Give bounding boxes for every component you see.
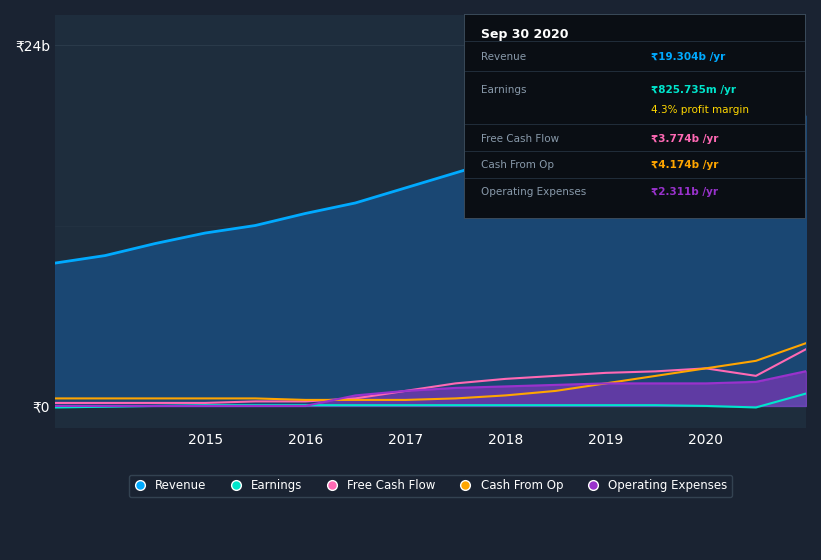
Text: ₹19.304b /yr: ₹19.304b /yr bbox=[651, 52, 726, 62]
Text: 4.3% profit margin: 4.3% profit margin bbox=[651, 105, 750, 115]
Legend: Revenue, Earnings, Free Cash Flow, Cash From Op, Operating Expenses: Revenue, Earnings, Free Cash Flow, Cash … bbox=[129, 474, 732, 497]
Text: ₹825.735m /yr: ₹825.735m /yr bbox=[651, 85, 736, 95]
Text: ₹4.174b /yr: ₹4.174b /yr bbox=[651, 160, 718, 170]
Text: Earnings: Earnings bbox=[481, 85, 526, 95]
Text: Revenue: Revenue bbox=[481, 52, 526, 62]
Text: Sep 30 2020: Sep 30 2020 bbox=[481, 29, 568, 41]
Text: ₹3.774b /yr: ₹3.774b /yr bbox=[651, 134, 718, 144]
Text: Free Cash Flow: Free Cash Flow bbox=[481, 134, 559, 144]
Text: Operating Expenses: Operating Expenses bbox=[481, 187, 586, 197]
Text: ₹2.311b /yr: ₹2.311b /yr bbox=[651, 187, 718, 197]
Text: Cash From Op: Cash From Op bbox=[481, 160, 554, 170]
